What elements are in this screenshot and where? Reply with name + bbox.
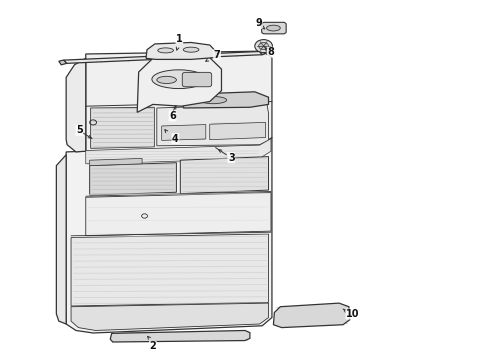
FancyBboxPatch shape [182,72,212,87]
Polygon shape [90,163,176,195]
Polygon shape [56,155,66,324]
Polygon shape [86,139,271,164]
Polygon shape [137,53,221,112]
Text: 7: 7 [214,50,220,60]
Polygon shape [157,104,269,146]
Ellipse shape [152,70,206,89]
Polygon shape [91,107,154,148]
Polygon shape [86,51,272,151]
Polygon shape [59,60,67,65]
Polygon shape [66,138,272,333]
Polygon shape [64,51,262,63]
Polygon shape [180,157,269,194]
Text: 5: 5 [76,125,83,135]
Ellipse shape [200,96,226,104]
Polygon shape [260,50,265,55]
Ellipse shape [183,47,199,52]
Ellipse shape [267,25,280,31]
Text: 9: 9 [255,18,262,28]
Circle shape [255,40,272,53]
Text: 4: 4 [172,134,179,144]
Polygon shape [66,58,86,152]
Polygon shape [162,125,206,140]
Text: 6: 6 [169,111,176,121]
Polygon shape [210,122,266,140]
Text: 3: 3 [228,153,235,163]
Polygon shape [181,92,269,108]
Ellipse shape [157,76,176,84]
Text: 8: 8 [268,47,274,57]
Ellipse shape [158,48,173,53]
Text: 1: 1 [176,33,183,44]
Polygon shape [71,303,269,330]
FancyBboxPatch shape [262,22,286,34]
Polygon shape [146,42,216,59]
Circle shape [259,42,269,50]
Text: 2: 2 [149,341,156,351]
Polygon shape [86,193,271,236]
Polygon shape [90,158,142,166]
Text: 10: 10 [346,309,360,319]
Polygon shape [110,330,250,342]
Polygon shape [71,234,269,306]
Polygon shape [273,303,350,328]
